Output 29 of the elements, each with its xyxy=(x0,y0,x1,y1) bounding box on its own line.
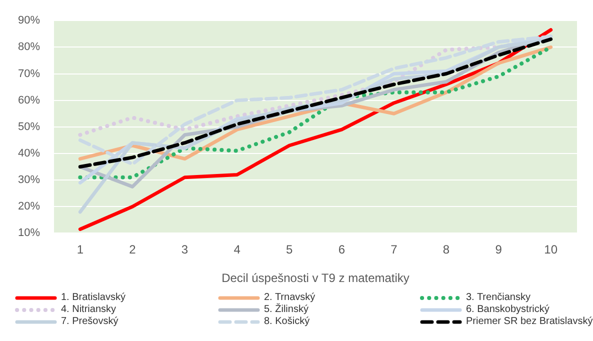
y-tick-label: 40% xyxy=(18,148,40,160)
y-tick-label: 90% xyxy=(18,14,40,27)
legend-label: 5. Žilinský xyxy=(264,304,308,315)
y-tick-label: 50% xyxy=(18,120,40,133)
legend-label: 8. Košický xyxy=(264,316,310,327)
legend-label: 2. Trnavský xyxy=(264,292,316,303)
x-tick-label: 3 xyxy=(181,242,188,257)
legend-label: 6. Banskobystrický xyxy=(466,304,550,315)
legend-label: 1. Bratislavský xyxy=(61,292,126,303)
legend-label: 4. Nitriansky xyxy=(61,304,116,315)
legend-label: 3. Trenčiansky xyxy=(466,292,530,303)
x-tick-label: 10 xyxy=(544,242,558,257)
x-tick-label: 8 xyxy=(442,242,450,257)
y-tick-label: 70% xyxy=(18,68,40,80)
x-tick-label: 9 xyxy=(495,242,502,257)
y-tick-label: 30% xyxy=(18,174,40,186)
x-tick-label: 7 xyxy=(390,242,398,257)
y-tick-label: 60% xyxy=(18,94,40,106)
y-tick-label: 80% xyxy=(18,41,40,54)
x-tick-label: 6 xyxy=(338,242,346,257)
y-tick-label: 20% xyxy=(18,200,40,213)
x-tick-label: 4 xyxy=(234,242,241,257)
y-tick-label: 10% xyxy=(18,227,40,240)
legend-label: Priemer SR bez Bratislavský xyxy=(466,316,593,327)
x-axis-title: Decil úspešnosti v T9 z matematiky xyxy=(222,271,410,286)
legend-label: 7. Prešovský xyxy=(61,316,118,327)
x-tick-label: 5 xyxy=(286,242,294,257)
x-tick-label: 2 xyxy=(129,242,136,257)
x-tick-label: 1 xyxy=(76,242,84,257)
